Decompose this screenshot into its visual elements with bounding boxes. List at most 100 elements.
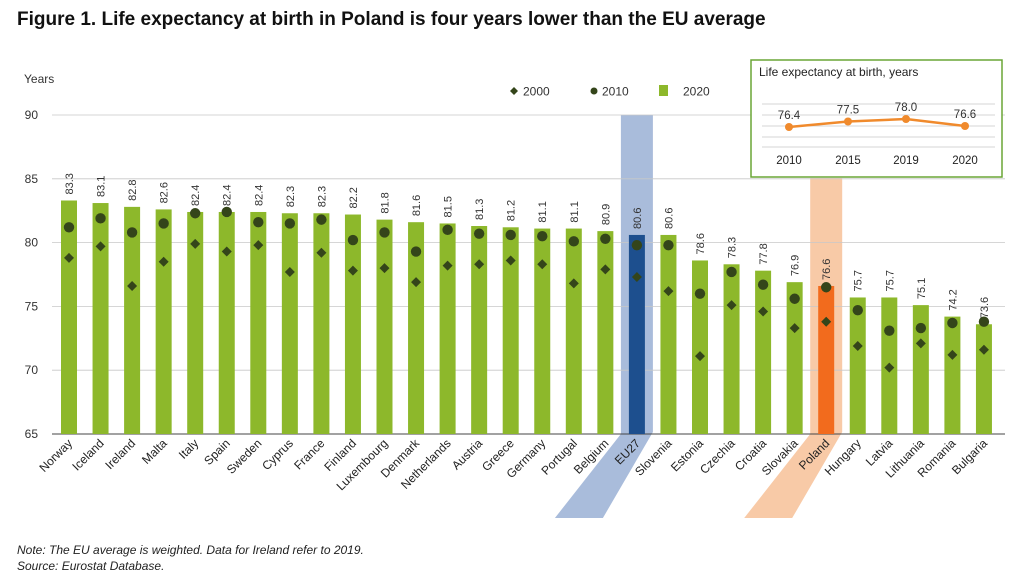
value-label-slovenia: 80.6: [663, 208, 675, 229]
legend-diamond-icon: [510, 87, 518, 95]
value-label-denmark: 81.6: [411, 195, 423, 216]
bar-spain: [218, 211, 235, 434]
y-tick-label: 65: [25, 427, 39, 441]
legend-dot-icon: [590, 87, 598, 95]
bar-france: [313, 213, 330, 434]
marker-2000-lithuania: [915, 338, 926, 349]
marker-2010-cyprus: [284, 218, 296, 229]
marker-2000-spain: [221, 246, 232, 257]
inset-value-label-2015: 77.5: [837, 105, 859, 117]
value-label-spain: 82.4: [222, 185, 234, 206]
marker-2010-portugal: [568, 236, 579, 247]
marker-2010-iceland: [95, 213, 106, 224]
value-label-portugal: 81.1: [569, 201, 581, 222]
marker-2000-austria: [474, 259, 485, 270]
value-label-czechia: 78.3: [727, 237, 739, 258]
bar-belgium: [597, 231, 614, 434]
bar-slovenia: [660, 234, 677, 434]
marker-2010-ireland: [126, 227, 138, 238]
value-label-iceland: 83.1: [96, 176, 108, 197]
highlight-bands: [554, 115, 843, 518]
marker-2000-slovakia: [789, 323, 800, 334]
marker-2000-hungary: [852, 340, 863, 351]
value-label-france: 82.3: [316, 186, 328, 207]
marker-2000-ireland: [127, 280, 138, 291]
poland-highlight-band: [744, 178, 843, 518]
value-label-lithuania: 75.1: [916, 278, 928, 299]
value-label-romania: 74.2: [947, 289, 959, 310]
value-label-greece: 81.2: [506, 200, 518, 221]
y-axis: 65 70 75 80 85 90: [25, 108, 39, 441]
value-label-estonia: 78.6: [695, 233, 707, 254]
y-tick-label: 80: [25, 236, 39, 250]
marker-2000-france: [316, 247, 327, 258]
marker-2000-germany: [537, 259, 548, 270]
x-tick-label-austria: Austria: [449, 436, 486, 473]
marker-2010-bulgaria: [978, 316, 990, 327]
marker-2000-romania: [947, 349, 958, 360]
marker-2000-latvia: [884, 362, 895, 373]
bar-lithuania: [912, 305, 929, 434]
marker-2010-france: [316, 214, 327, 225]
bar-italy: [187, 211, 204, 434]
marker-2000-sweden: [253, 240, 264, 251]
marker-2000-bulgaria: [978, 344, 989, 355]
marker-2010-latvia: [884, 325, 895, 336]
bar-germany: [534, 228, 551, 434]
bar-czechia: [723, 264, 740, 434]
value-label-belgium: 80.9: [600, 204, 612, 225]
marker-2000-norway: [64, 252, 74, 263]
bar-denmark: [408, 222, 425, 434]
value-label-latvia: 75.7: [884, 270, 896, 291]
marker-2010-denmark: [410, 246, 422, 257]
value-label-austria: 81.3: [474, 199, 486, 220]
bar-luxembourg: [376, 219, 393, 434]
marker-2000-portugal: [568, 278, 579, 289]
bar-finland: [344, 214, 361, 434]
bar-portugal: [565, 228, 582, 434]
marker-2010-slovakia: [789, 293, 800, 304]
x-tick-label-cyprus: Cyprus: [259, 436, 296, 473]
marker-2000-croatia: [758, 306, 769, 317]
bar-netherlands: [439, 223, 456, 434]
value-label-norway: 83.3: [64, 173, 76, 194]
marker-2010-finland: [347, 234, 359, 246]
inset-x-label-2020: 2020: [952, 155, 978, 167]
marker-2000-luxembourg: [379, 263, 390, 274]
x-tick-label-czechia: Czechia: [697, 436, 738, 477]
value-label-bulgaria: 73.6: [979, 297, 991, 318]
bar-hungary: [849, 297, 866, 434]
marker-2000-italy: [190, 238, 201, 249]
x-tick-label-norway: Norway: [36, 436, 75, 475]
value-label-italy: 82.4: [190, 185, 202, 206]
marker-2000-denmark: [411, 277, 422, 288]
x-tick-label-iceland: Iceland: [69, 436, 106, 473]
marker-2000-slovenia: [663, 286, 674, 297]
markers: [63, 206, 990, 373]
bar-romania: [944, 316, 961, 434]
marker-2000-cyprus: [284, 266, 295, 277]
marker-2000-czechia: [726, 300, 737, 311]
value-label-croatia: 77.8: [758, 243, 770, 264]
marker-2000-poland: [821, 316, 832, 327]
inset-point-2019: [902, 115, 910, 123]
x-tick-label-ireland: Ireland: [102, 436, 138, 472]
inset-point-2010: [785, 123, 793, 131]
inset-frame: [750, 59, 1003, 178]
marker-2010-croatia: [757, 279, 769, 290]
marker-2010-lithuania: [915, 322, 927, 334]
note-text: Note: The EU average is weighted. Data f…: [17, 543, 364, 557]
value-label-luxembourg: 81.8: [380, 192, 392, 213]
inset-point-2015: [844, 117, 852, 126]
eu27-highlight-band: [554, 115, 653, 518]
y-tick-label: 75: [25, 299, 39, 313]
inset-point-2020: [961, 122, 969, 130]
bar-cyprus: [281, 213, 298, 434]
bar-slovakia: [786, 282, 803, 434]
bar-sweden: [250, 211, 267, 434]
marker-2010-romania: [947, 317, 958, 329]
bar-poland: [818, 285, 835, 434]
marker-2010-czechia: [726, 266, 737, 278]
legend-label-2020: 2020: [683, 85, 710, 99]
inset-value-label-2019: 78.0: [895, 102, 917, 114]
